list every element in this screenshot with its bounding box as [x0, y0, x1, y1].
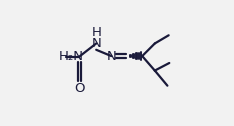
Text: H: H — [91, 26, 101, 39]
Text: H₂N: H₂N — [59, 50, 84, 63]
Text: N: N — [91, 37, 101, 50]
Text: O: O — [74, 82, 84, 95]
Text: N: N — [106, 50, 116, 63]
